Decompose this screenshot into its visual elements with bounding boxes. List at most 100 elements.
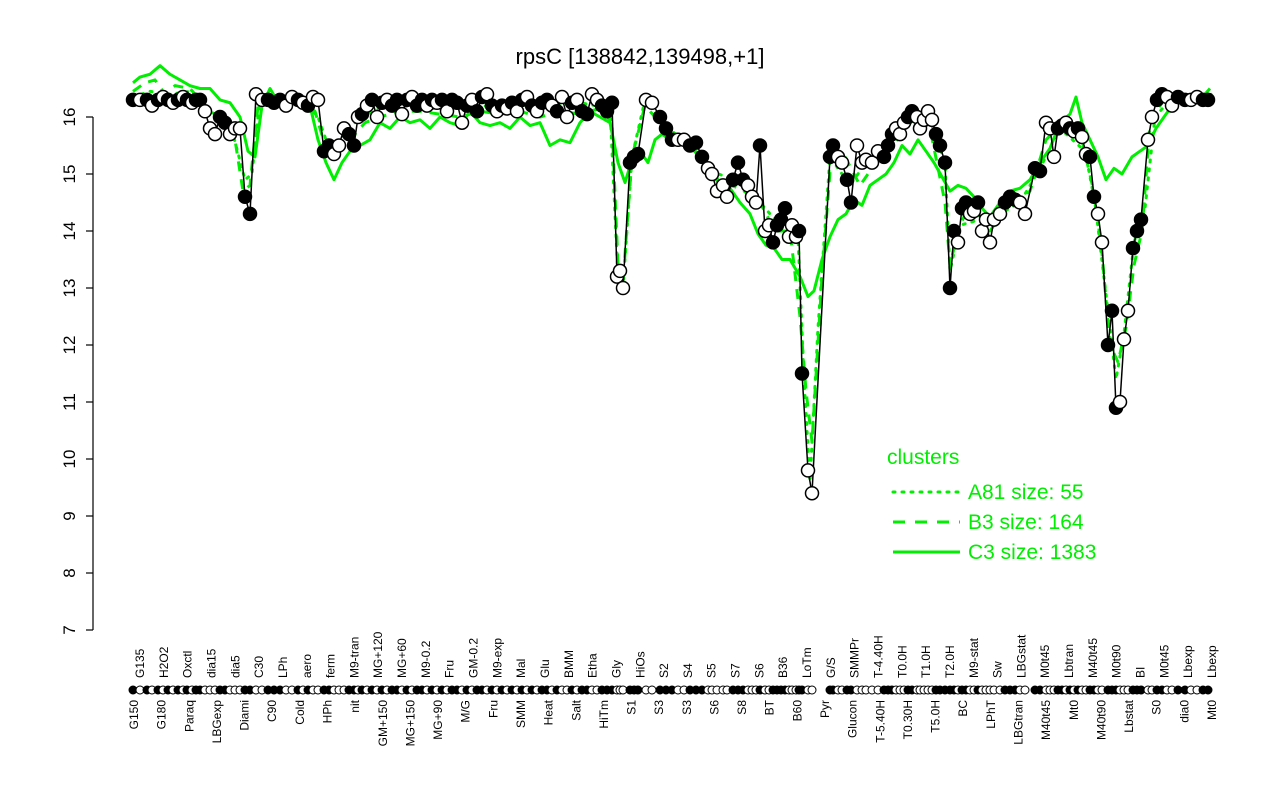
x-label-top: Lbtran (1062, 644, 1076, 678)
data-point (694, 149, 710, 165)
x-label-bottom: MG+90 (431, 700, 445, 740)
data-point (310, 92, 326, 108)
x-label-top: T0.0H (895, 645, 909, 678)
data-point (1120, 303, 1136, 319)
x-label-bottom: HPh (320, 700, 334, 723)
x-label-bottom: M40t90 (1094, 700, 1108, 740)
x-label-top: MG+120 (371, 631, 385, 678)
x-label-top: M0t45 (1038, 644, 1052, 678)
x-label-top: dia15 (204, 648, 218, 678)
data-point (932, 138, 948, 153)
x-label-bottom: SMM (514, 700, 528, 728)
data-point (730, 155, 746, 170)
x-label-top: Lbexp (1181, 645, 1195, 678)
x-label-top: S5 (705, 663, 719, 678)
x-label-top: T2.0H (943, 645, 957, 678)
data-point (237, 189, 253, 205)
x-label-bottom: Glucon (846, 700, 860, 738)
x-label-bottom: T0.30H (901, 700, 915, 739)
x-label-bottom: Paraq (182, 700, 196, 732)
y-tick-label: 12 (60, 336, 79, 355)
x-label-top: Sw (991, 661, 1005, 678)
x-label-bottom: dia0 (1177, 700, 1191, 723)
x-label-bottom: nit (348, 699, 362, 712)
data-point (658, 121, 674, 136)
x-label-top: M9-exp (490, 638, 504, 678)
x-label-top: S6 (752, 663, 766, 678)
x-label-bottom: Heat (542, 699, 556, 725)
data-point (800, 463, 816, 478)
data-point (982, 235, 998, 250)
y-tick-label: 15 (60, 165, 79, 184)
x-label-top: M0t45 (1157, 644, 1171, 678)
data-point (1200, 92, 1216, 108)
data-point (1074, 129, 1090, 145)
x-label-top: ferm (324, 654, 338, 678)
x-label-bottom: Lbstat (1122, 699, 1136, 732)
data-point (615, 280, 631, 296)
x-axis-labels: G135 H2O2 Oxctl dia15 dia5 C30 LPh aero ferm M9-t… (127, 631, 1219, 746)
data-point (604, 95, 620, 110)
x-label-bottom: S3 (652, 700, 666, 715)
data-point (1017, 206, 1033, 222)
data-point (1100, 337, 1116, 353)
data-point (804, 485, 820, 501)
y-tick-label: 8 (60, 568, 79, 577)
data-point (1133, 212, 1149, 227)
data-point (454, 115, 470, 130)
data-point (1046, 149, 1062, 165)
legend-label: C3 size: 1383 (968, 541, 1096, 564)
data-point (469, 104, 485, 119)
data-point (1086, 189, 1102, 205)
x-label-top: GM-0.2 (467, 638, 481, 678)
x-label-top: B36 (776, 656, 790, 678)
x-label-bottom: MG+150 (403, 700, 417, 747)
x-label-bottom: S3 (680, 700, 694, 715)
x-label-bottom: LBGtran (1012, 700, 1026, 745)
y-tick-label: 11 (60, 393, 79, 411)
data-point (970, 195, 986, 210)
x-label-bottom: C90 (265, 700, 279, 722)
data-point (1140, 132, 1156, 148)
x-label-top: S2 (657, 663, 671, 678)
data-point (834, 155, 850, 170)
x-label-bottom: BC (956, 700, 970, 717)
x-label-bottom: LBGexp (210, 700, 224, 744)
data-point (950, 235, 966, 250)
x-label-bottom: B60 (790, 700, 804, 722)
x-marker (1020, 685, 1030, 695)
x-label-top: LBGstat (1014, 634, 1028, 678)
data-point (937, 155, 953, 170)
x-label-top: Gly (609, 660, 623, 678)
x-label-top: S4 (681, 663, 695, 678)
x-label-bottom: G180 (155, 700, 169, 730)
x-label-top: M9-stat (967, 637, 981, 678)
x-label-bottom: Mt0 (1067, 700, 1081, 720)
data-point (1090, 206, 1106, 222)
x-label-bottom: M40t45 (1039, 700, 1053, 740)
x-label-bottom: M/G (459, 700, 473, 723)
x-label-bottom: Fru (486, 700, 500, 718)
data-point (232, 121, 248, 136)
x-label-top: Glu (538, 659, 552, 678)
x-label-top: T1.0H (919, 645, 933, 678)
data-point (688, 135, 704, 150)
data-point (644, 95, 660, 110)
x-label-top: M9-0.2 (419, 640, 433, 678)
x-marker (1203, 685, 1213, 695)
x-marker (807, 685, 817, 695)
y-tick-label: 14 (60, 222, 79, 241)
x-label-bottom: LPhT (984, 699, 998, 728)
data-point (1112, 394, 1128, 410)
x-label-bottom: Mt0 (1205, 700, 1219, 720)
x-label-top: aero (300, 654, 314, 678)
x-label-top: HiOs (633, 651, 647, 678)
x-label-top: SMMPr (848, 638, 862, 678)
data-point (791, 223, 807, 239)
x-label-top: H2O2 (157, 646, 171, 678)
data-point (242, 206, 258, 222)
data-point (924, 112, 940, 128)
x-label-bottom: GM+150 (376, 700, 390, 747)
data-point (704, 166, 720, 182)
